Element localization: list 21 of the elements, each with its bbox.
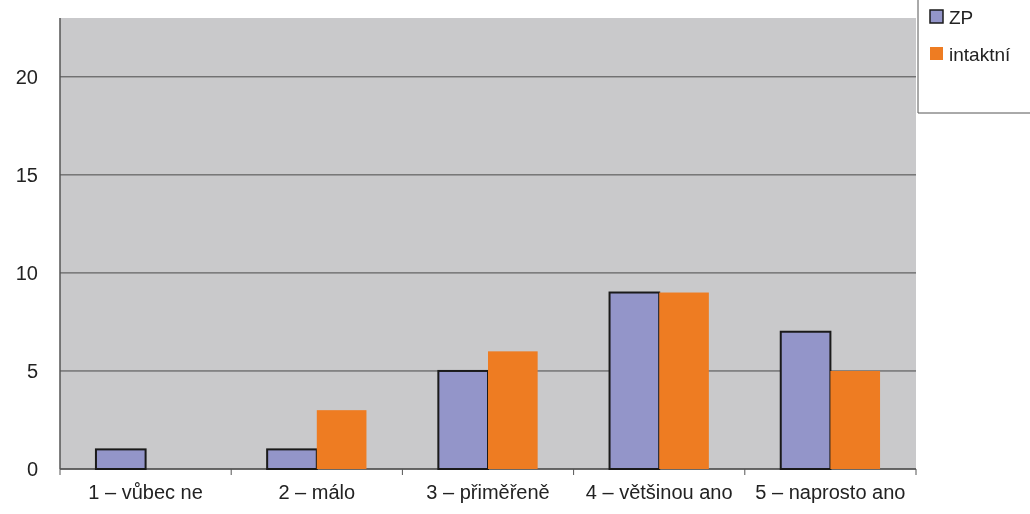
y-tick-label: 5 xyxy=(26,359,38,382)
y-tick-label: 15 xyxy=(15,163,38,186)
bar xyxy=(779,330,832,470)
x-tick-label: 5 – naprosto ano xyxy=(755,481,906,503)
bar xyxy=(94,448,147,470)
bar xyxy=(608,291,661,470)
legend-label: intaktní xyxy=(949,43,1011,65)
y-tick-label: 20 xyxy=(15,65,38,88)
bar xyxy=(266,448,318,470)
bar xyxy=(437,369,489,470)
y-tick-label: 0 xyxy=(26,458,38,480)
x-tick-label: 3 – přiměřeně xyxy=(426,481,550,503)
x-tick-label: 1 – vůbec ne xyxy=(88,481,203,503)
x-tick-label: 4 – většinou ano xyxy=(585,481,733,503)
y-tick-label: 10 xyxy=(15,261,38,284)
bar xyxy=(316,410,367,469)
bar xyxy=(830,370,881,469)
bar xyxy=(488,351,538,469)
bar xyxy=(659,292,709,469)
legend-label: ZP xyxy=(949,6,974,28)
x-tick-label: 2 – málo xyxy=(278,481,356,503)
